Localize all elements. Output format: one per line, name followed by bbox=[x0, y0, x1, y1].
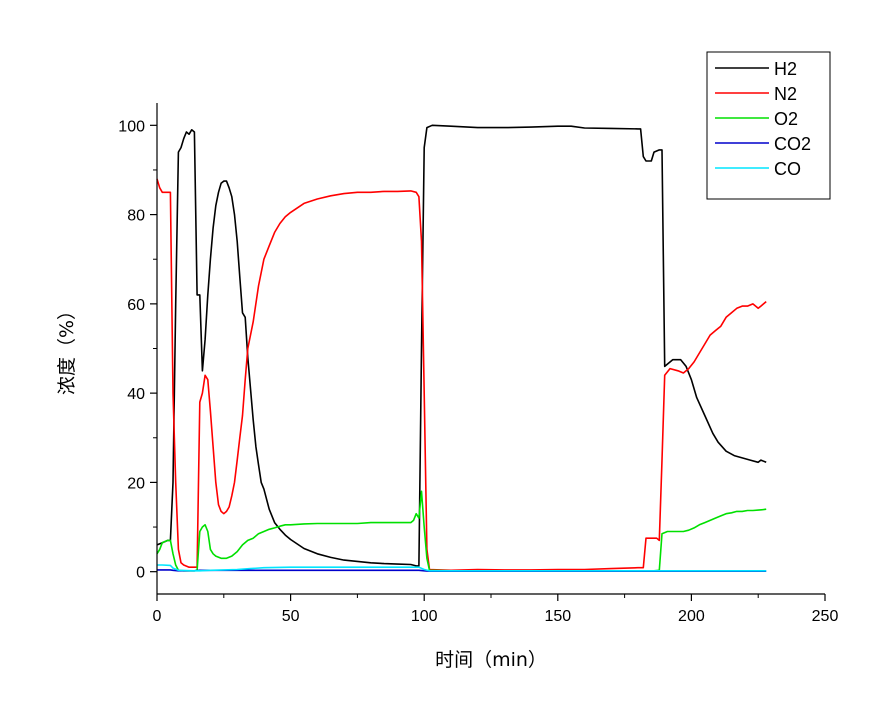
x-tick-label: 50 bbox=[282, 608, 300, 625]
series-line-h2 bbox=[156, 124, 767, 567]
legend-label-co2: CO2 bbox=[774, 134, 811, 154]
ticks: 0 50 100 150 200 250 0 20 40 60 80 100 bbox=[118, 118, 838, 625]
x-tick-label: 150 bbox=[544, 608, 571, 625]
series-line-n2 bbox=[156, 178, 767, 572]
y-axis-title: 浓度（%） bbox=[56, 301, 78, 395]
legend-box bbox=[706, 51, 831, 200]
y-tick-label: 60 bbox=[127, 297, 145, 314]
x-tick-label: 250 bbox=[812, 608, 839, 625]
y-tick-label: 0 bbox=[136, 565, 145, 582]
x-axis-title: 时间（min） bbox=[435, 649, 547, 671]
legend-label-co: CO bbox=[774, 159, 801, 179]
y-tick-label: 80 bbox=[127, 208, 145, 225]
x-tick-label: 100 bbox=[411, 608, 438, 625]
x-tick-label: 200 bbox=[678, 608, 705, 625]
y-tick-label: 100 bbox=[118, 118, 145, 135]
legend-label-n2: N2 bbox=[774, 84, 797, 104]
y-tick-label: 40 bbox=[127, 386, 145, 403]
series-line-co bbox=[157, 564, 767, 572]
legend-label-h2: H2 bbox=[774, 59, 797, 79]
x-tick-label: 0 bbox=[153, 608, 162, 625]
y-tick-label: 20 bbox=[127, 475, 145, 492]
legend-label-o2: O2 bbox=[774, 109, 798, 129]
plot-lines bbox=[156, 124, 767, 572]
legend: H2 N2 O2 CO2 CO bbox=[706, 51, 831, 200]
series-line-o2 bbox=[156, 490, 767, 572]
